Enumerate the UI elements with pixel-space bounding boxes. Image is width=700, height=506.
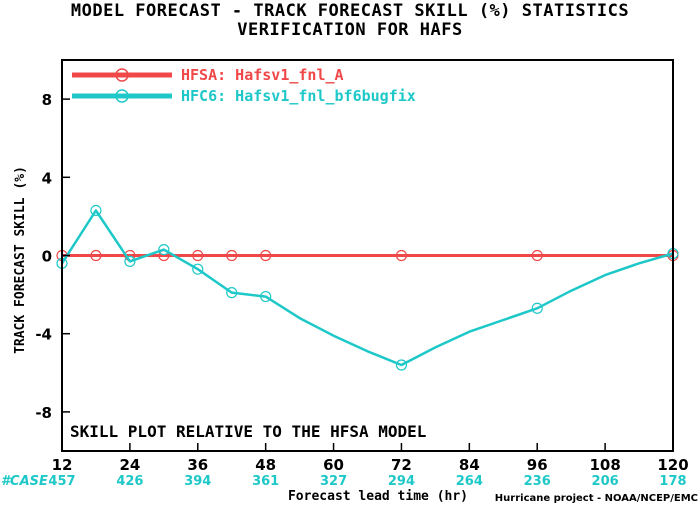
case-count: 426	[116, 474, 143, 489]
credit-label: Hurricane project - NOAA/NCEP/EMC	[495, 493, 698, 504]
x-axis-label: Forecast lead time (hr)	[288, 489, 468, 504]
data-point-hfsa	[260, 249, 272, 262]
y-tick-label: 8	[42, 91, 52, 109]
case-count: 264	[456, 474, 483, 489]
x-tick-label: 84	[459, 456, 480, 474]
x-tick-label: 36	[187, 456, 208, 474]
x-tick-label: 120	[657, 456, 688, 474]
y-tick-label: -4	[35, 326, 52, 344]
legend-hfsa-marker	[115, 68, 129, 82]
data-point-hfc6	[90, 204, 102, 217]
data-point-hfsa	[531, 249, 543, 262]
y-axis-label: TRACK FORECAST SKILL (%)	[13, 166, 28, 354]
chart-subtitle: VERIFICATION FOR HAFS	[237, 20, 463, 40]
data-point-hfc6	[158, 244, 170, 256]
data-point-hfc6	[531, 302, 543, 314]
x-tick-label: 60	[323, 456, 344, 474]
y-tick-label: 0	[42, 248, 52, 266]
legend: HFSA: Hafsv1_fnl_A HFC6: Hafsv1_fnl_bf6b…	[72, 66, 416, 105]
case-label: #CASE	[1, 474, 48, 489]
x-tick-label: 72	[391, 456, 412, 474]
x-tick-label: 24	[119, 456, 140, 474]
series-layer	[56, 204, 679, 371]
case-count: 394	[184, 474, 211, 489]
skill-annotation: SKILL PLOT RELATIVE TO THE HFSA MODEL	[70, 422, 426, 441]
data-point-hfsa	[192, 249, 204, 262]
x-tick-label: 96	[527, 456, 548, 474]
data-point-hfsa	[226, 249, 238, 262]
chart-title: MODEL FORECAST - TRACK FORECAST SKILL (%…	[70, 1, 630, 21]
y-tick-label: 4	[42, 169, 52, 187]
case-count: 361	[252, 474, 279, 489]
case-count: 327	[320, 474, 347, 489]
axis-layer: 1245724426363944836160327722948426496236…	[35, 91, 688, 489]
legend-hfsa-label: HFSA: Hafsv1_fnl_A	[181, 66, 344, 84]
data-point-hfc6	[124, 255, 136, 267]
case-count: 457	[48, 474, 75, 489]
data-point-hfsa	[90, 249, 102, 262]
legend-hfc6-label: HFC6: Hafsv1_fnl_bf6bugfix	[181, 87, 416, 105]
data-point-hfc6	[260, 290, 272, 303]
x-tick-label: 48	[255, 456, 276, 474]
data-point-hfsa	[395, 249, 408, 262]
case-count: 236	[524, 474, 551, 489]
y-tick-label: -8	[35, 404, 52, 422]
case-count: 206	[592, 474, 619, 489]
case-count: 178	[659, 474, 686, 489]
series-line-hfc6	[60, 209, 674, 367]
case-count: 294	[388, 474, 415, 489]
x-tick-label: 12	[52, 456, 73, 474]
x-tick-label: 108	[589, 456, 620, 474]
data-point-hfc6	[192, 263, 204, 275]
legend-hfc6-marker	[115, 89, 129, 103]
data-point-hfc6	[226, 287, 238, 299]
data-point-hfc6	[395, 359, 408, 371]
